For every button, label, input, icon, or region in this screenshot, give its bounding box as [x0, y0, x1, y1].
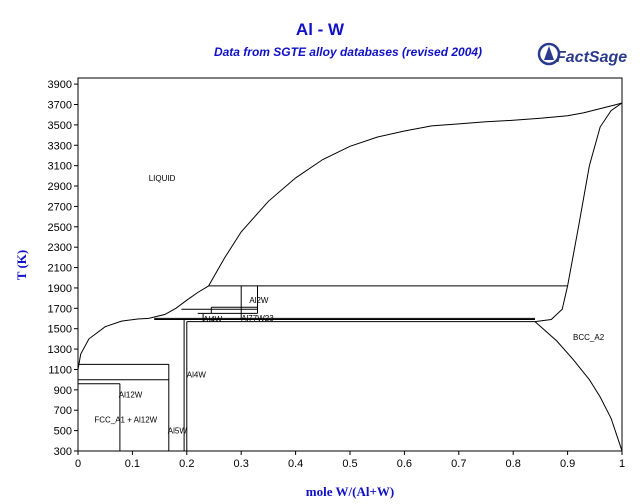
phase-boundary	[534, 321, 623, 452]
region-label: LIQUID	[149, 174, 176, 183]
region-label: Al77W23	[241, 314, 274, 323]
y-tick-label: 2500	[48, 222, 72, 234]
y-tick-label: 1300	[48, 344, 72, 356]
phase-boundary	[208, 102, 623, 287]
logo-ring	[537, 42, 561, 66]
x-tick-label: 0.2	[179, 458, 194, 470]
x-tick-label: 0.9	[560, 458, 575, 470]
phase-boundary	[534, 102, 623, 323]
logo-text: FactSage	[556, 49, 627, 66]
x-tick-label: 0.4	[288, 458, 303, 470]
y-tick-label: 1700	[48, 303, 72, 315]
phase-boundary	[148, 285, 209, 319]
y-tick-label: 1100	[48, 364, 72, 376]
x-tick-label: 0.5	[342, 458, 357, 470]
region-label: BCC_A2	[573, 333, 605, 342]
region-label: Al4W	[187, 371, 207, 380]
chart-title: Al - W	[295, 20, 345, 39]
y-tick-label: 300	[54, 446, 72, 458]
plot-frame	[77, 77, 623, 452]
factsage-logo: FactSage	[537, 42, 627, 66]
x-tick-label: 0.3	[234, 458, 249, 470]
chart-subtitle: Data from SGTE alloy databases (revised …	[213, 45, 483, 59]
x-tick-label: 0.6	[397, 458, 412, 470]
y-tick-label: 900	[54, 385, 72, 397]
region-label: Al2W	[249, 296, 269, 305]
x-tick-label: 0.8	[506, 458, 521, 470]
logo-mark	[544, 46, 554, 60]
y-tick-label: 2700	[48, 201, 72, 213]
y-tick-label: 1500	[48, 324, 72, 336]
x-tick-label: 0.1	[125, 458, 140, 470]
y-tick-label: 3900	[48, 79, 72, 91]
y-tick-label: 3500	[48, 120, 72, 132]
y-tick-label: 2300	[48, 242, 72, 254]
region-label: Al5W	[168, 427, 188, 436]
phase-boundary	[77, 317, 149, 370]
y-tick-label: 3100	[48, 161, 72, 173]
region-label: Al4W	[203, 315, 223, 324]
y-tick-label: 3700	[48, 99, 72, 111]
region-label: Al12W	[119, 390, 143, 399]
y-tick-label: 1900	[48, 283, 72, 295]
y-tick-label: 2900	[48, 181, 72, 193]
x-tick-label: 0	[75, 458, 81, 470]
x-axis-label: mole W/(Al+W)	[305, 484, 395, 499]
x-tick-label: 1	[619, 458, 625, 470]
y-tick-label: 3300	[48, 140, 72, 152]
y-tick-label: 2100	[48, 263, 72, 275]
region-label: FCC_A1 + Al12W	[94, 415, 157, 424]
y-tick-label: 500	[54, 426, 72, 438]
y-tick-label: 700	[54, 405, 72, 417]
x-tick-label: 0.7	[451, 458, 466, 470]
